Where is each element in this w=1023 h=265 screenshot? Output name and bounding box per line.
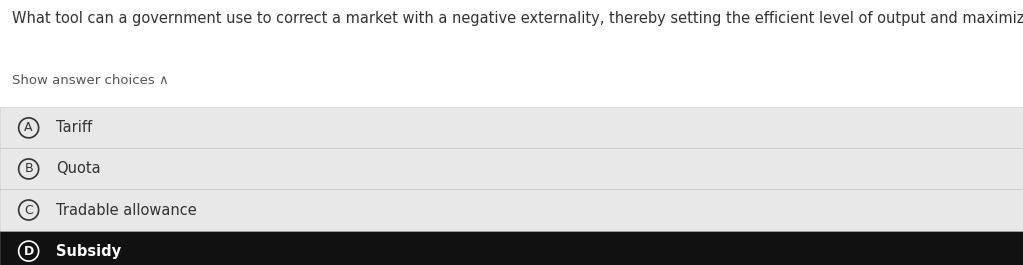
Text: Tariff: Tariff xyxy=(56,120,92,135)
Text: Quota: Quota xyxy=(56,161,101,176)
FancyBboxPatch shape xyxy=(0,231,1023,265)
Text: Show answer choices ∧: Show answer choices ∧ xyxy=(12,74,169,87)
Text: What tool can a government use to correct a market with a negative externality, : What tool can a government use to correc… xyxy=(12,11,1023,26)
Text: A: A xyxy=(25,121,33,134)
Text: C: C xyxy=(25,204,33,217)
FancyBboxPatch shape xyxy=(0,107,1023,148)
Text: Tradable allowance: Tradable allowance xyxy=(56,202,197,218)
Text: Subsidy: Subsidy xyxy=(56,244,122,259)
FancyBboxPatch shape xyxy=(0,148,1023,189)
Text: B: B xyxy=(25,162,33,175)
FancyBboxPatch shape xyxy=(0,189,1023,231)
Text: D: D xyxy=(24,245,34,258)
